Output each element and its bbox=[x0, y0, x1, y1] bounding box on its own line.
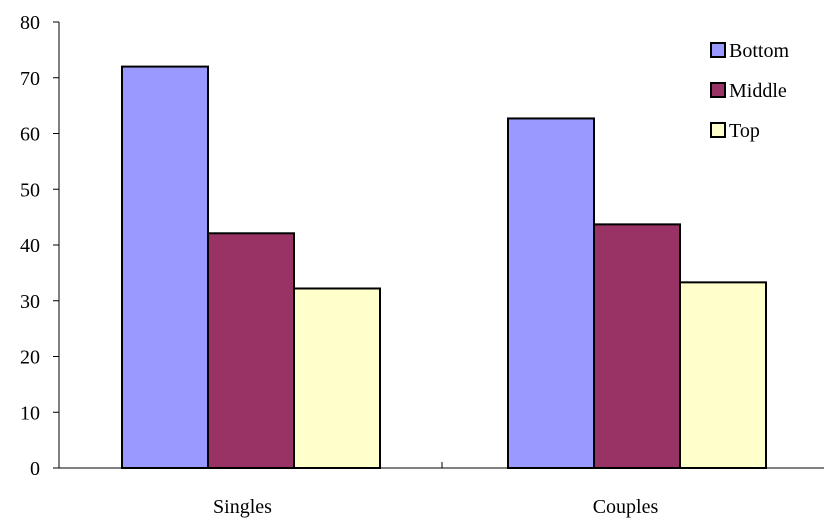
bars bbox=[121, 65, 767, 470]
y-tick-label: 50 bbox=[20, 179, 40, 201]
y-tick-label: 80 bbox=[20, 12, 40, 34]
legend-swatch-top bbox=[710, 122, 726, 138]
y-tick-label: 0 bbox=[30, 458, 40, 480]
bar-bottom-couples bbox=[507, 117, 595, 469]
legend: Bottom Middle Top bbox=[710, 40, 789, 142]
bar-bottom-singles bbox=[121, 65, 209, 469]
bar-top-singles bbox=[293, 287, 381, 469]
y-tick-label: 10 bbox=[20, 402, 40, 424]
bar-middle-couples bbox=[593, 223, 681, 469]
legend-label-middle: Middle bbox=[729, 80, 787, 102]
y-tick-label: 30 bbox=[20, 291, 40, 313]
y-tick-label: 70 bbox=[20, 68, 40, 90]
y-tick-label: 20 bbox=[20, 347, 40, 369]
bar-middle-singles bbox=[207, 232, 295, 469]
x-category-label: Singles bbox=[213, 496, 272, 518]
legend-swatch-bottom bbox=[710, 42, 726, 58]
legend-swatch-middle bbox=[710, 82, 726, 98]
x-category-label: Couples bbox=[593, 496, 659, 518]
y-tick-label: 40 bbox=[20, 235, 40, 257]
y-axis-ticks: 0 10 20 30 40 50 60 70 80 bbox=[20, 12, 59, 480]
legend-label-top: Top bbox=[729, 120, 760, 142]
bar-top-couples bbox=[679, 281, 767, 470]
y-tick-label: 60 bbox=[20, 124, 40, 146]
x-axis-ticks: Singles Couples bbox=[213, 462, 658, 518]
legend-label-bottom: Bottom bbox=[729, 40, 789, 62]
